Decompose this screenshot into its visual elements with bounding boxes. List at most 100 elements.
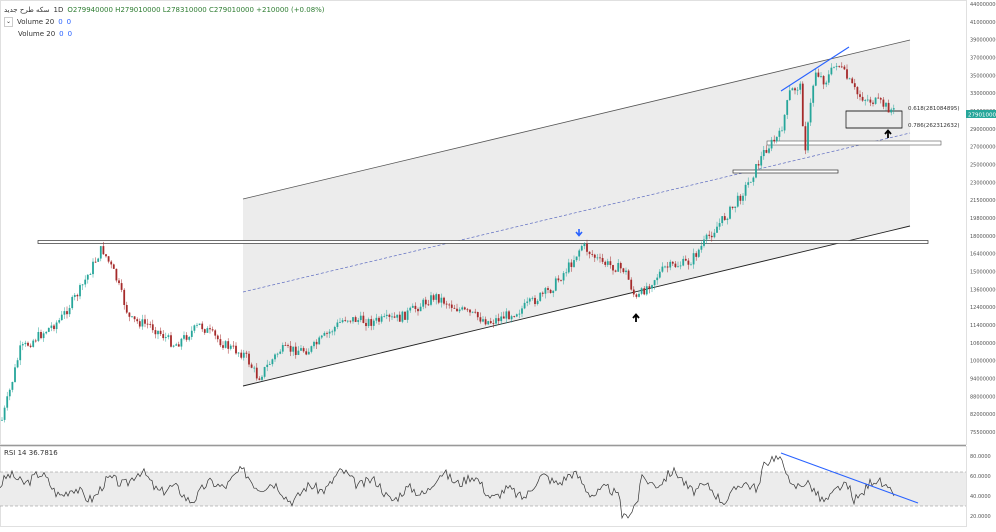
- candle: [151, 324, 154, 331]
- candle: [193, 325, 196, 331]
- candle: [154, 330, 157, 335]
- interval[interactable]: 1D: [53, 6, 64, 14]
- candle: [482, 319, 484, 322]
- price-channel[interactable]: [243, 40, 910, 386]
- candle: [235, 345, 237, 354]
- support-zone-1[interactable]: [732, 169, 839, 174]
- fib-label-0618: 0.618(281084895): [908, 106, 960, 112]
- price-tick-label: 198000000: [970, 216, 996, 222]
- resistance-zone[interactable]: [37, 240, 929, 244]
- candle: [846, 69, 848, 79]
- candle: [175, 344, 178, 346]
- candle: [674, 263, 677, 268]
- rsi-trend-line[interactable]: [780, 452, 919, 504]
- volume-label[interactable]: Volume 20: [17, 18, 55, 26]
- candle: [435, 294, 438, 300]
- candle: [664, 266, 666, 268]
- price-tick-label: 88000000: [970, 394, 995, 400]
- rsi-line[interactable]: [0, 454, 895, 520]
- channel-upper-line[interactable]: [242, 39, 911, 200]
- candle: [479, 317, 482, 322]
- candle: [560, 280, 562, 282]
- candles-group[interactable]: [1, 62, 895, 423]
- candle: [320, 335, 323, 338]
- candle: [92, 261, 94, 275]
- candle: [370, 319, 373, 326]
- candle: [372, 320, 375, 326]
- ohlc-values: O279940000 H279010000 L278310000 C279010…: [67, 6, 325, 14]
- candle: [430, 295, 432, 305]
- candle: [339, 322, 341, 323]
- candle: [562, 273, 565, 281]
- price-tick-label: 75500000: [970, 430, 995, 436]
- candle: [570, 262, 573, 267]
- candle: [380, 316, 383, 322]
- candle: [609, 261, 612, 266]
- candle: [276, 353, 279, 355]
- candle: [216, 335, 219, 340]
- candle: [3, 407, 6, 420]
- candle: [398, 314, 401, 322]
- candle: [297, 350, 300, 355]
- candle: [554, 278, 557, 291]
- candle: [224, 341, 227, 348]
- price-tick-label: 114000000: [970, 323, 996, 329]
- price-tick-label: 290000000: [970, 127, 996, 133]
- rsi-tick-label: 60.0000: [970, 474, 991, 480]
- candle: [266, 364, 269, 368]
- candle: [63, 311, 66, 315]
- candle: [734, 206, 737, 208]
- candle: [656, 277, 659, 281]
- candle: [666, 266, 669, 268]
- candle: [328, 331, 331, 334]
- rsi-name[interactable]: RSI 14: [4, 449, 27, 457]
- candle: [281, 345, 284, 352]
- candle: [760, 156, 763, 166]
- candle: [388, 314, 391, 317]
- rsi-axis[interactable]: 80.0000 60.0000 40.0000 20.0000: [970, 454, 991, 520]
- channel-mid-line[interactable]: [242, 132, 911, 293]
- candle: [349, 320, 352, 322]
- candle: [671, 261, 674, 264]
- candle: [695, 253, 698, 257]
- candle: [229, 345, 232, 349]
- candle: [783, 114, 786, 131]
- candle: [687, 260, 690, 265]
- collapse-chevron-icon[interactable]: ⌄: [4, 17, 14, 27]
- channel-lower-line[interactable]: [242, 225, 911, 387]
- volume-label-2[interactable]: Volume 20: [18, 30, 56, 38]
- candle: [614, 270, 617, 272]
- price-tick-label: 410000000: [970, 20, 996, 26]
- top-trend-line[interactable]: [780, 46, 850, 92]
- blue-down-arrow-icon: [575, 229, 583, 237]
- candle: [723, 216, 726, 220]
- candle: [484, 319, 487, 325]
- candle: [42, 333, 45, 339]
- candle: [531, 297, 534, 299]
- candle: [365, 322, 367, 327]
- candle: [799, 83, 802, 90]
- candle: [627, 270, 630, 280]
- candle: [357, 320, 360, 322]
- candle: [196, 324, 198, 326]
- candle: [588, 251, 591, 255]
- price-tick-label: 136000000: [970, 287, 996, 293]
- candle: [505, 311, 508, 319]
- price-tick-label: 82000000: [970, 412, 995, 418]
- candle: [885, 102, 887, 107]
- symbol-name[interactable]: سکه طرح جدید: [4, 6, 50, 14]
- candle: [136, 319, 139, 322]
- candle: [515, 314, 518, 317]
- candle: [645, 286, 648, 295]
- candle: [310, 346, 313, 352]
- candle: [157, 330, 159, 335]
- candle: [874, 97, 877, 104]
- candle: [804, 126, 807, 151]
- price-axis[interactable]: 440000000 410000000 390000000 370000000 3500…: [970, 2, 996, 436]
- candle: [448, 304, 451, 306]
- candle: [375, 317, 378, 321]
- support-zone-2[interactable]: [766, 140, 942, 146]
- candle: [474, 311, 477, 313]
